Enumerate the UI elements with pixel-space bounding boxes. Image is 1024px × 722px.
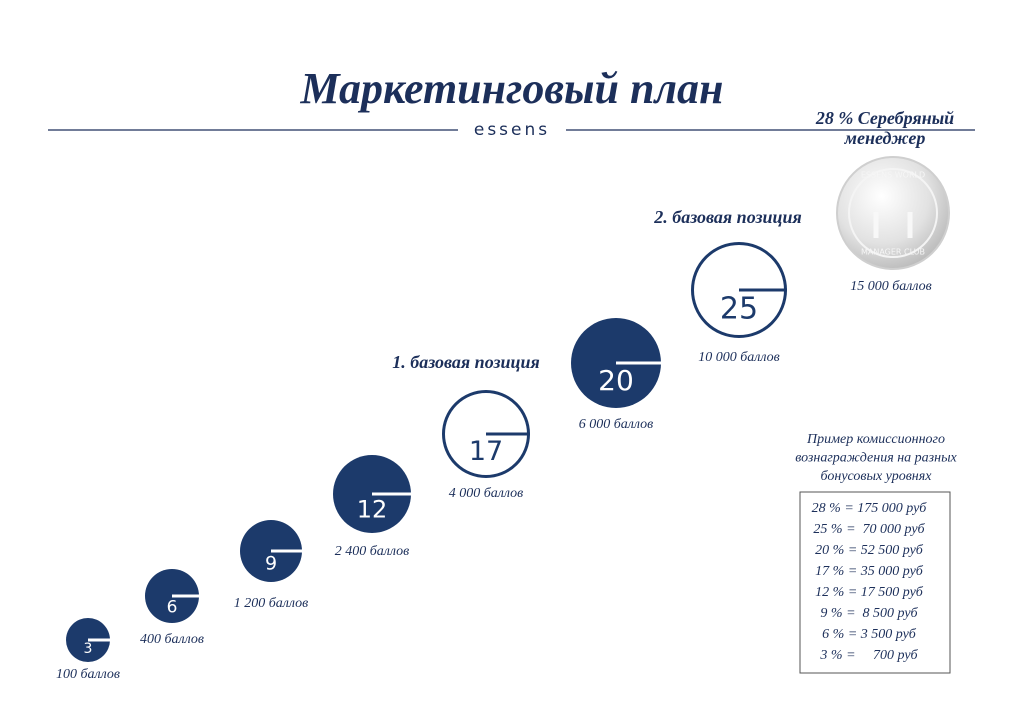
brand: essens bbox=[474, 120, 550, 140]
points: 4 000 баллов bbox=[449, 486, 524, 501]
level-number: 25 bbox=[720, 292, 758, 327]
level-number: 12 bbox=[357, 495, 388, 523]
points: 10 000 баллов bbox=[698, 350, 780, 365]
points: 15 000 баллов bbox=[850, 279, 932, 294]
commission-row: 17 % = 35 000 руб bbox=[815, 564, 924, 579]
points: 6 000 баллов bbox=[579, 417, 654, 432]
level-number: 6 bbox=[167, 597, 178, 617]
commission-title: Пример комиссионного bbox=[806, 432, 945, 447]
commission-title: вознаграждения на разных bbox=[795, 451, 957, 466]
commission-box bbox=[799, 491, 951, 674]
badge-text: MANAGER CLUB bbox=[861, 248, 925, 257]
level-number: 20 bbox=[598, 364, 634, 397]
badge-icon bbox=[873, 212, 913, 238]
top-title: менеджер bbox=[844, 128, 926, 148]
commission-row: 9 % = 8 500 руб bbox=[820, 606, 918, 621]
commission-title: бонусовых уровнях bbox=[821, 469, 933, 484]
commission-row: 25 % = 70 000 руб bbox=[813, 522, 925, 537]
level-number: 17 bbox=[469, 436, 503, 467]
milestone: 1. базовая позиция bbox=[392, 352, 540, 372]
badge-text: ESSENS WORLD bbox=[861, 171, 925, 180]
level-number: 9 bbox=[265, 553, 277, 575]
level-number: 3 bbox=[84, 641, 93, 657]
points: 100 баллов bbox=[56, 667, 120, 682]
commission-row: 12 % = 17 500 руб bbox=[815, 585, 924, 600]
points: 400 баллов bbox=[140, 632, 204, 647]
points: 2 400 баллов bbox=[335, 544, 410, 559]
top-title: 28 % Серебряный bbox=[815, 108, 954, 128]
commission-row: 20 % = 52 500 руб bbox=[815, 543, 924, 558]
points: 1 200 баллов bbox=[234, 596, 309, 611]
title: Маркетинговый план bbox=[300, 64, 724, 113]
commission-row: 6 % = 3 500 руб bbox=[822, 627, 917, 642]
badge bbox=[836, 156, 950, 270]
milestone: 2. базовая позиция bbox=[653, 207, 802, 227]
commission-row: 3 % = 700 руб bbox=[819, 648, 918, 663]
badge-ring bbox=[848, 168, 938, 258]
commission-row: 28 % = 175 000 руб bbox=[812, 501, 928, 516]
